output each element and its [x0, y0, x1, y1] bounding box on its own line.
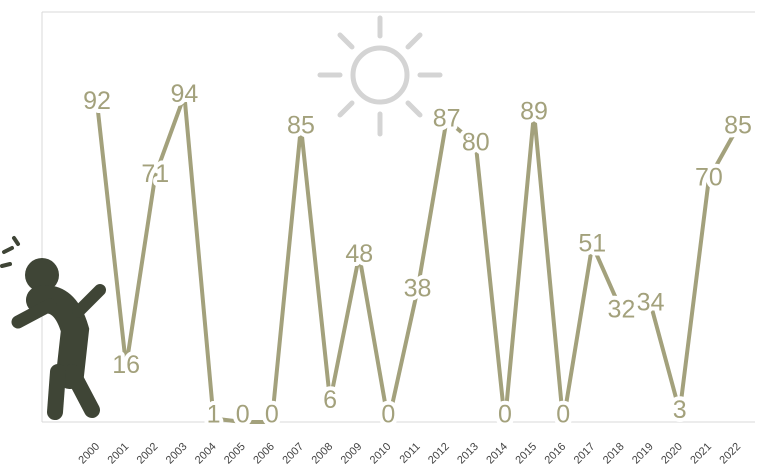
data-label: 85 [287, 111, 315, 139]
sun-icon [320, 18, 440, 134]
data-label: 0 [236, 401, 250, 429]
data-label: 85 [724, 111, 752, 139]
x-tick-label: 2002 [135, 441, 161, 467]
x-tick-label: 2014 [484, 441, 510, 467]
x-tick-label: 2022 [717, 441, 743, 467]
x-tick-label: 2000 [76, 441, 102, 467]
data-label: 0 [556, 401, 570, 429]
data-label: 89 [520, 97, 548, 125]
chart: 2000200120022003200420052006200720082009… [0, 0, 762, 475]
data-label: 32 [608, 295, 636, 323]
x-tick-label: 2013 [455, 441, 481, 467]
x-tick-label: 2019 [630, 441, 656, 467]
x-tick-label: 2005 [222, 441, 248, 467]
x-tick-label: 2021 [688, 441, 714, 467]
person-icon [2, 238, 100, 412]
x-tick-label: 2011 [397, 441, 422, 466]
data-label: 38 [404, 275, 432, 303]
data-label: 3 [673, 396, 687, 424]
data-label: 0 [498, 401, 512, 429]
data-label: 87 [433, 104, 461, 132]
data-label: 0 [265, 401, 279, 429]
x-tick-label: 2006 [251, 441, 277, 467]
data-label: 51 [578, 229, 606, 257]
data-label: 1 [207, 401, 221, 429]
data-label: 34 [637, 288, 665, 316]
data-label: 92 [83, 87, 111, 115]
data-label: 94 [171, 80, 199, 108]
x-tick-label: 2007 [280, 441, 306, 467]
x-tick-label: 2015 [513, 441, 539, 467]
data-label: 48 [345, 240, 373, 268]
data-label: 70 [695, 163, 723, 191]
x-tick-label: 2004 [193, 441, 219, 467]
x-tick-label: 2003 [164, 441, 190, 467]
x-tick-label: 2001 [106, 441, 132, 467]
x-tick-label: 2010 [368, 441, 394, 467]
line [97, 95, 738, 422]
x-tick-label: 2012 [426, 441, 452, 467]
data-label: 6 [323, 386, 337, 414]
x-tick-label: 2009 [339, 441, 365, 467]
data-label: 0 [381, 401, 395, 429]
x-tick-label: 2017 [572, 441, 598, 467]
data-label: 80 [462, 129, 490, 157]
x-tick-label: 2020 [659, 441, 685, 467]
data-label: 16 [112, 351, 140, 379]
x-tick-label: 2016 [543, 441, 569, 467]
x-tick-label: 2008 [309, 441, 335, 467]
data-label: 71 [141, 160, 169, 188]
x-tick-label: 2018 [601, 441, 627, 467]
